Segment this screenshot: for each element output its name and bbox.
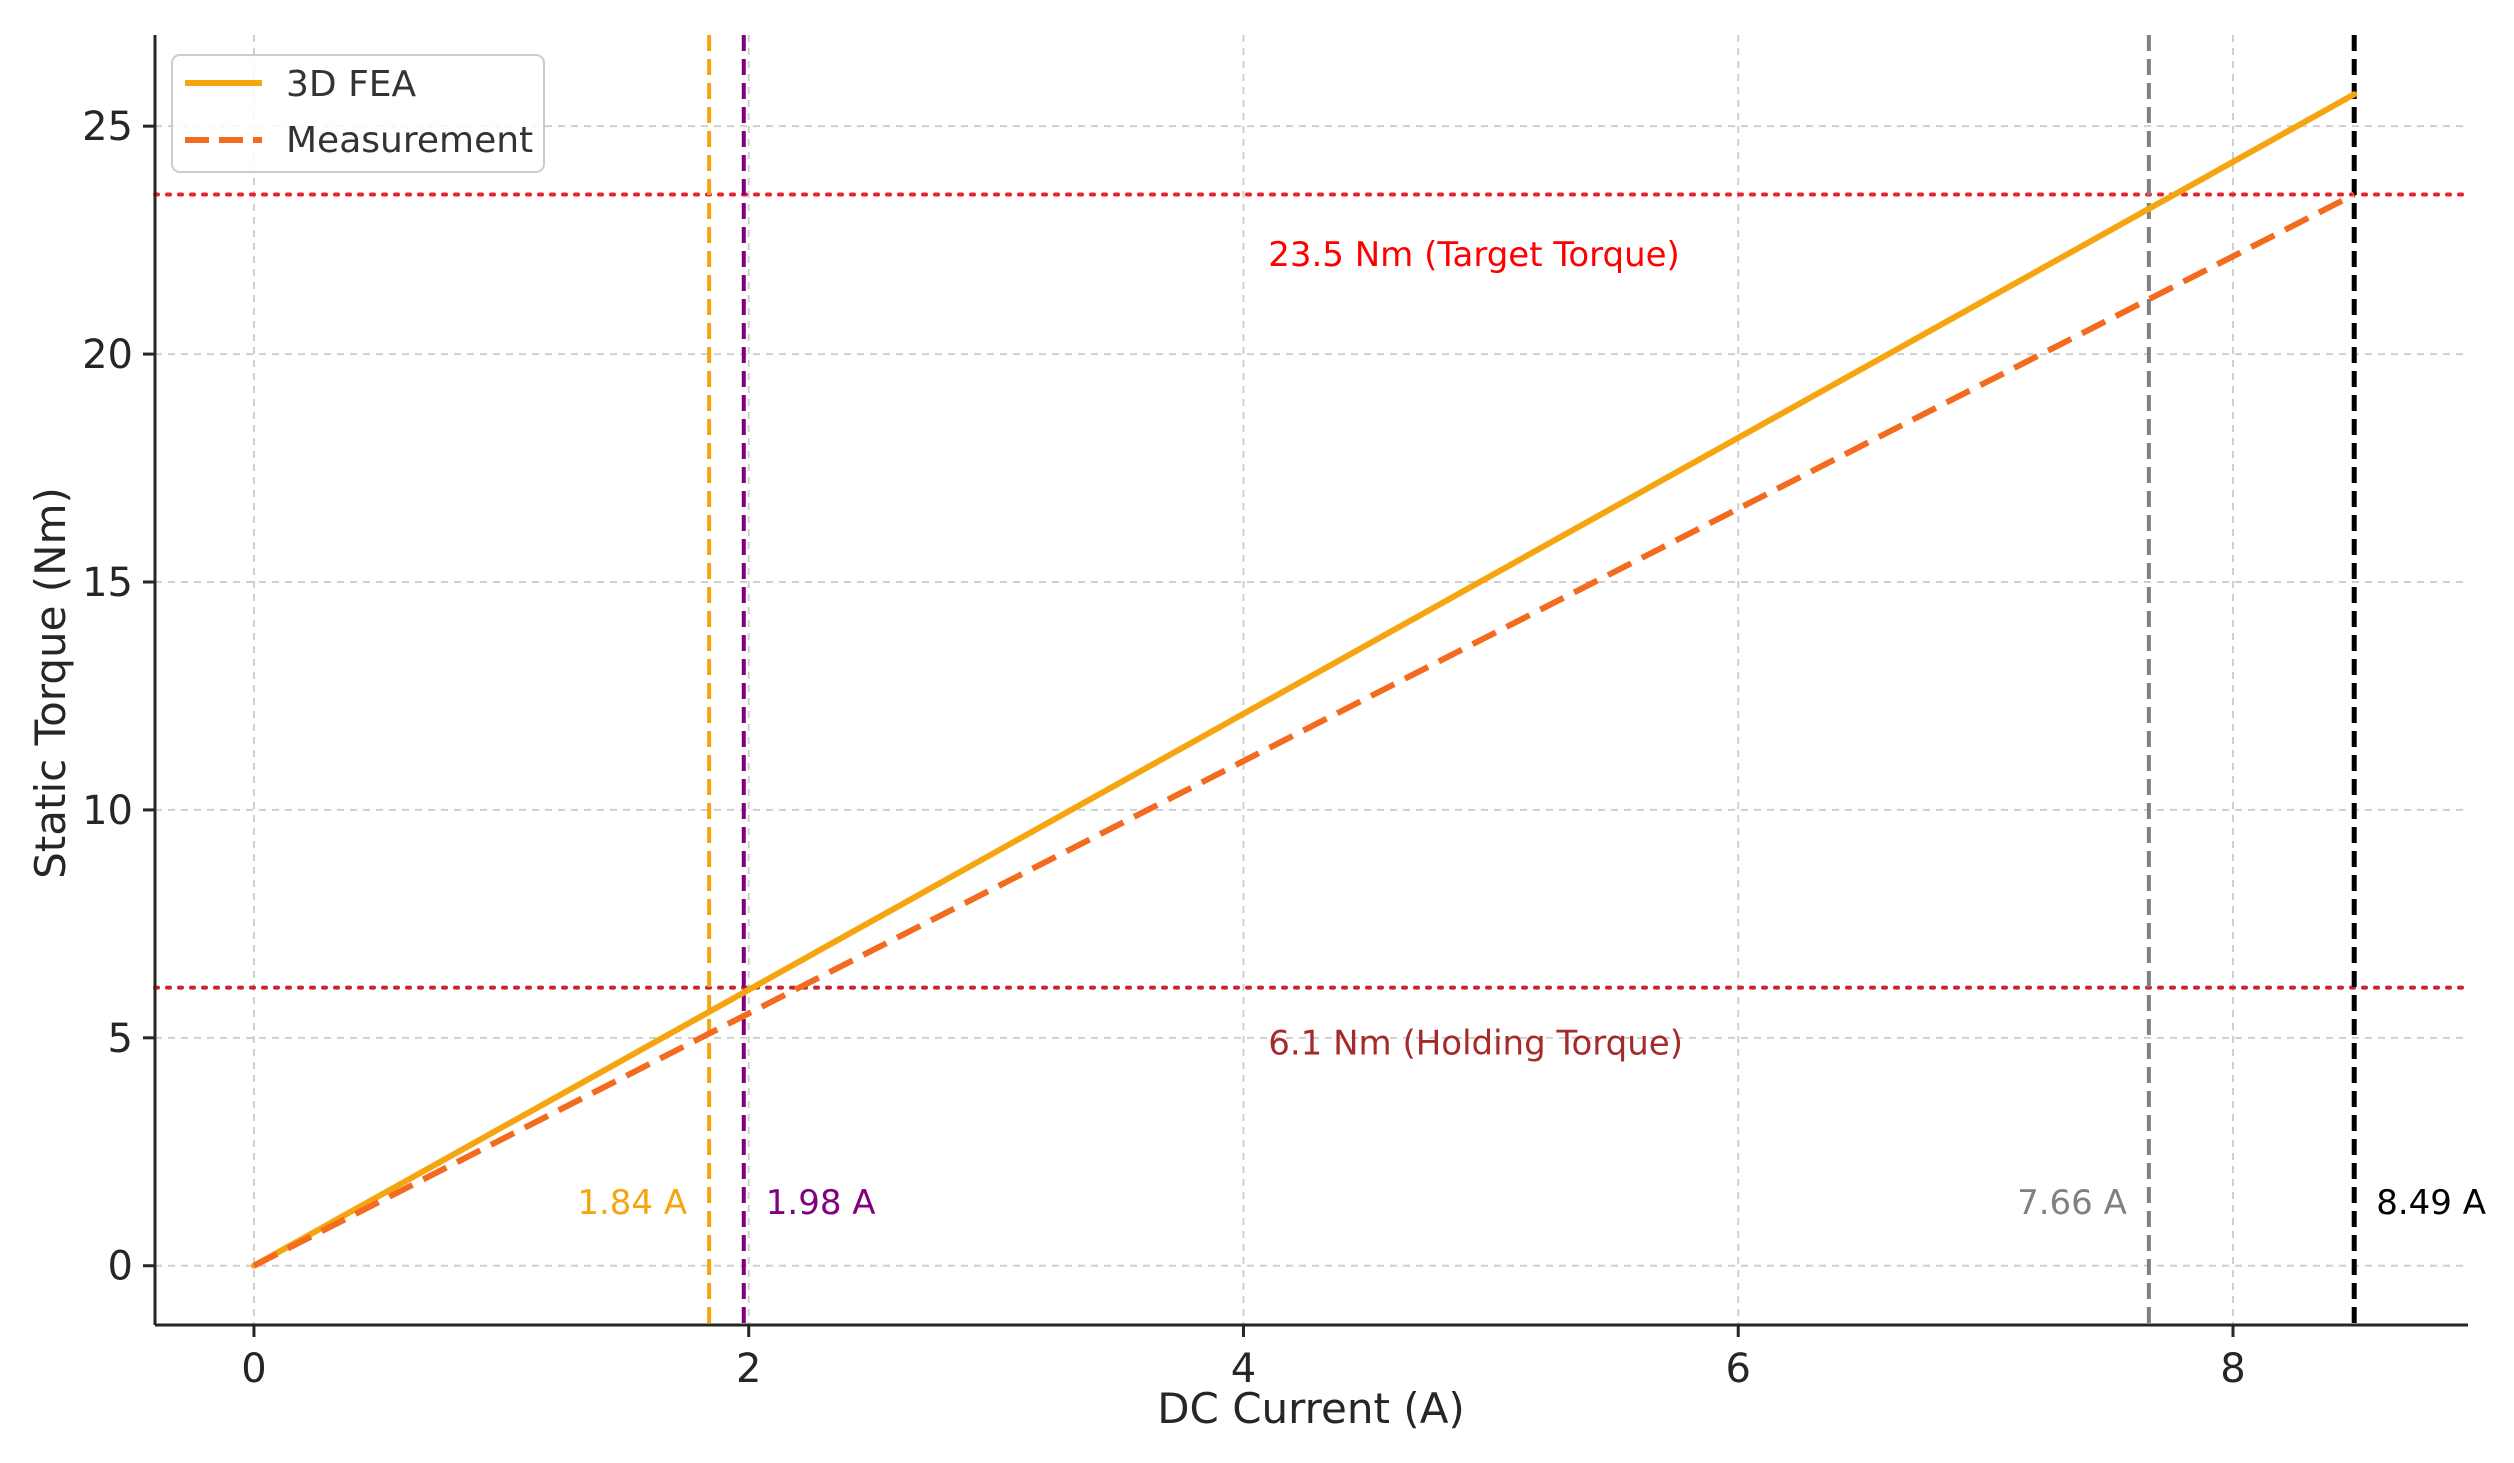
series-line-3d-fea	[250, 91, 2358, 1269]
legend: 3D FEA Measurement	[171, 54, 545, 173]
legend-label-3d-fea: 3D FEA	[286, 64, 417, 105]
x-axis-title: DC Current (A)	[1157, 1384, 1465, 1433]
data-series	[250, 91, 2358, 1269]
hline-label-6-1-nm-holding-torque: 6.1 Nm (Holding Torque)	[1268, 1023, 1683, 1063]
hline-label-23-5-nm-target-torque: 23.5 Nm (Target Torque)	[1268, 235, 1680, 275]
y-tick-label: 0	[108, 1244, 133, 1290]
x-tick-label: 4	[1231, 1346, 1256, 1392]
vline-label-7-66-a: 7.66 A	[2017, 1183, 2127, 1223]
grid	[155, 35, 2468, 1325]
x-tick-label: 0	[241, 1346, 266, 1392]
y-tick-label: 15	[82, 560, 133, 606]
vline-label-1-98-a: 1.98 A	[766, 1183, 876, 1223]
x-tick-label: 8	[2220, 1346, 2245, 1392]
y-tick-label: 25	[82, 104, 133, 150]
x-tick-label: 6	[1726, 1346, 1751, 1392]
y-tick-label: 10	[82, 788, 133, 834]
vline-label-8-49-a: 8.49 A	[2376, 1183, 2486, 1223]
annotations: 23.5 Nm (Target Torque) 6.1 Nm (Holding T…	[577, 235, 2486, 1223]
y-axis-title: Static Torque (Nm)	[26, 487, 75, 879]
vline-label-1-84-a: 1.84 A	[577, 1183, 687, 1223]
axes: 0 2 4 6 8 0 5 10 15 20 25	[82, 35, 2468, 1392]
y-tick-label: 5	[108, 1016, 133, 1062]
reference-lines	[153, 35, 2470, 1325]
legend-frame	[171, 54, 545, 173]
legend-label-measurement: Measurement	[286, 120, 533, 161]
y-tick-label: 20	[82, 332, 133, 378]
x-tick-label: 2	[736, 1346, 761, 1392]
series-line-measurement	[252, 191, 2356, 1269]
